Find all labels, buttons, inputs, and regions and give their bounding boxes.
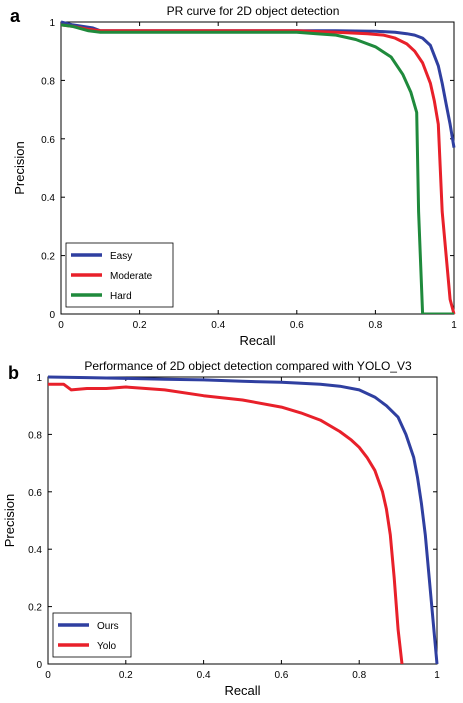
panel-letter: a <box>10 6 21 26</box>
chart-panel-a: a PR curve for 2D object detection 0 0.2 0.4… <box>10 4 457 348</box>
y-tick-label: 0.2 <box>28 603 42 614</box>
x-axis-label: Recall <box>239 333 275 348</box>
y-tick-label: 1 <box>36 373 42 384</box>
legend: Easy Moderate Hard <box>65 242 174 308</box>
x-tick-label: 0.6 <box>274 670 288 681</box>
legend-label-ours: Ours <box>97 621 119 632</box>
x-axis-label: Recall <box>224 683 260 698</box>
legend-label-moderate: Moderate <box>110 271 153 282</box>
x-tick-label: 0.4 <box>211 320 225 331</box>
x-tick-label: 1 <box>451 320 457 331</box>
y-tick-label: 0.6 <box>28 488 42 499</box>
legend-label-easy: Easy <box>110 251 132 262</box>
panel-letter: b <box>8 363 19 383</box>
series-line-hard <box>61 23 454 314</box>
y-tick-label: 0.2 <box>41 252 55 263</box>
y-tick-label: 0.4 <box>28 545 42 556</box>
legend-label-hard: Hard <box>110 291 132 302</box>
plot-frame <box>47 376 438 665</box>
x-tick-label: 0.2 <box>119 670 133 681</box>
y-tick-label: 0.8 <box>41 76 55 87</box>
y-tick-label: 0.8 <box>28 430 42 441</box>
chart-panel-b: b Performance of 2D object detection comp… <box>2 359 440 698</box>
y-tick-label: 0 <box>49 310 55 321</box>
y-tick-label: 1 <box>49 18 55 29</box>
chart-title: Performance of 2D object detection compa… <box>84 359 412 373</box>
series-line-easy <box>61 20 456 148</box>
y-tick-label: 0 <box>36 660 42 671</box>
x-tick-label: 0 <box>45 670 51 681</box>
y-axis-label: Precision <box>12 141 27 194</box>
x-tick-label: 1 <box>434 670 440 681</box>
legend-label-yolo: Yolo <box>97 641 117 652</box>
x-tick-label: 0.8 <box>368 320 382 331</box>
y-tick-label: 0.6 <box>41 135 55 146</box>
x-tick-label: 0.2 <box>133 320 147 331</box>
y-axis-label: Precision <box>2 494 17 547</box>
series-line-ours <box>48 375 439 664</box>
x-tick-label: 0 <box>58 320 64 331</box>
legend-box <box>52 612 132 658</box>
y-tick-label: 0.4 <box>41 193 55 204</box>
x-tick-label: 0.8 <box>352 670 366 681</box>
chart-title: PR curve for 2D object detection <box>167 4 340 18</box>
plot-frame <box>60 21 455 315</box>
series-line-yolo <box>48 382 404 664</box>
x-tick-label: 0.4 <box>197 670 211 681</box>
legend: Ours Yolo <box>52 612 132 658</box>
x-tick-label: 0.6 <box>290 320 304 331</box>
